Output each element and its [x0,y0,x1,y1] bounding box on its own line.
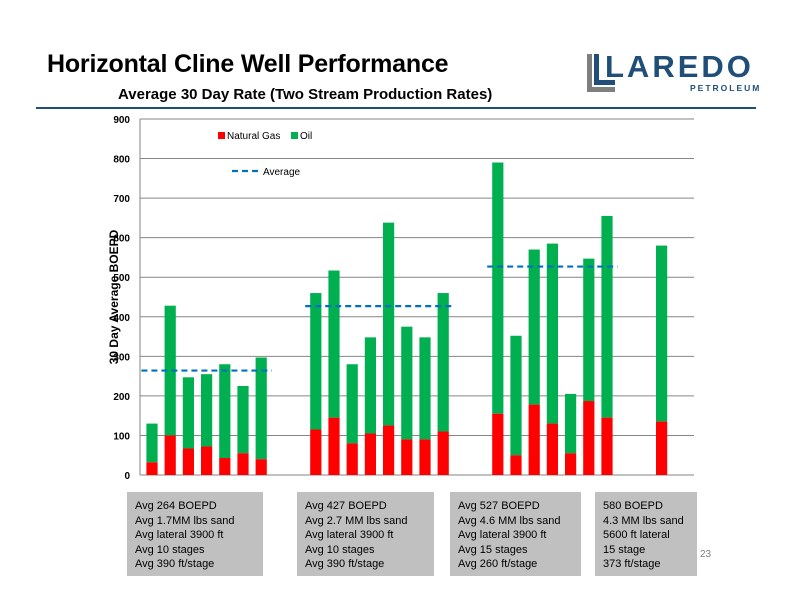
bar-oil [328,270,340,418]
bar-oil [656,245,668,422]
bar-oil [255,357,267,460]
summary-box-group-1: Avg 264 BOEPD Avg 1.7MM lbs sand Avg lat… [127,492,263,576]
bar-oil [310,293,322,430]
bar-oil [219,364,231,458]
summary-line: Avg lateral 3900 ft [305,529,394,542]
slide-title: Horizontal Cline Well Performance [47,50,449,78]
bar-natural-gas [383,425,395,475]
summary-line: Avg 527 BOEPD [458,500,540,512]
bar-oil [401,326,413,440]
bar-oil [346,364,358,444]
summary-line: Avg 390 ft/stage [305,558,385,571]
bar-oil [164,305,176,436]
bar-natural-gas [364,433,376,475]
bar-natural-gas [419,439,431,475]
y-tick-label: 200 [113,392,130,403]
page-number: 23 [700,549,712,560]
title-divider [36,107,756,109]
summary-line: Avg lateral 3900 ft [458,529,547,542]
y-tick-label: 400 [113,313,130,324]
company-logo: LAREDO PETROLEUM [585,48,759,98]
bar-oil [383,222,395,426]
bar-oil [510,335,522,456]
summary-line: 580 BOEPD [603,500,663,512]
y-tick-label: 500 [113,273,130,284]
summary-line: Avg 1.7MM lbs sand [135,514,235,527]
bar-natural-gas [492,413,504,475]
y-tick-label: 800 [113,155,130,166]
summary-line: Avg 260 ft/stage [458,558,538,571]
legend-swatch-natural-gas [218,132,225,139]
summary-line: Avg 264 BOEPD [135,500,217,512]
summary-line: Avg 4.6 MM lbs sand [458,514,561,527]
summary-line: Avg 10 stages [135,543,205,556]
summary-line: 4.3 MM lbs sand [603,514,684,527]
bar-natural-gas [437,431,449,475]
bar-oil [201,374,213,447]
y-tick-label: 300 [113,352,130,363]
bar-natural-gas [528,404,540,475]
logo-subword: PETROLEUM [690,83,762,93]
bar-natural-gas [346,443,358,475]
summary-line: 373 ft/stage [603,558,661,571]
bar-oil [583,258,595,402]
bar-natural-gas [310,429,322,475]
summary-line: Avg 427 BOEPD [305,500,387,512]
bar-oil [546,243,558,424]
bar-natural-gas [201,446,213,475]
bar-natural-gas [146,462,158,475]
summary-line: 5600 ft lateral [603,529,670,542]
bar-natural-gas [219,457,231,475]
bar-natural-gas [546,423,558,475]
bar-oil [364,337,376,434]
summary-line: Avg 2.7 MM lbs sand [305,514,408,527]
bar-oil [601,215,613,418]
bar-natural-gas [565,453,577,475]
legend-label-oil: Oil [300,131,312,142]
y-axis-label: 30 Day Average BOEPD [107,229,121,364]
bar-oil [528,249,540,405]
summary-line: Avg 15 stages [458,543,528,556]
summary-line: Avg 390 ft/stage [135,558,215,571]
summary-box-group-3: Avg 527 BOEPD Avg 4.6 MM lbs sand Avg la… [450,492,581,576]
bar-natural-gas [656,421,668,475]
bar-natural-gas [510,455,522,475]
bar-natural-gas [601,417,613,475]
y-tick-label: 700 [113,194,130,205]
y-tick-label: 100 [113,431,130,442]
summary-box-group-4: 580 BOEPD 4.3 MM lbs sand 5600 ft latera… [595,492,697,576]
y-tick-label: 900 [113,115,130,126]
bar-oil [492,162,504,414]
legend-label-natural-gas: Natural Gas [227,131,280,142]
bar-oil [419,337,431,440]
summary-line: 15 stage [603,543,646,556]
bar-natural-gas [328,417,340,475]
bar-oil [237,386,249,454]
legend-label-average: Average [263,167,301,178]
bar-oil [437,293,449,432]
legend-swatch-oil [291,132,298,139]
summary-box-group-2: Avg 427 BOEPD Avg 2.7 MM lbs sand Avg la… [297,492,434,576]
logo-word: LAREDO [605,49,754,84]
bar-natural-gas [237,453,249,475]
summary-line: Avg lateral 3900 ft [135,529,224,542]
bar-oil [565,393,577,454]
bar-natural-gas [182,448,194,475]
y-tick-label: 0 [124,471,130,482]
summary-line: Avg 10 stages [305,543,375,556]
bar-natural-gas [255,459,267,475]
bar-oil [146,423,158,463]
bar-natural-gas [401,439,413,475]
bar-natural-gas [164,435,176,475]
y-tick-label: 600 [113,234,130,245]
slide-subtitle: Average 30 Day Rate (Two Stream Producti… [118,86,493,103]
logo-mark-icon [587,54,615,92]
bar-natural-gas [583,401,595,475]
bar-oil [182,377,194,449]
